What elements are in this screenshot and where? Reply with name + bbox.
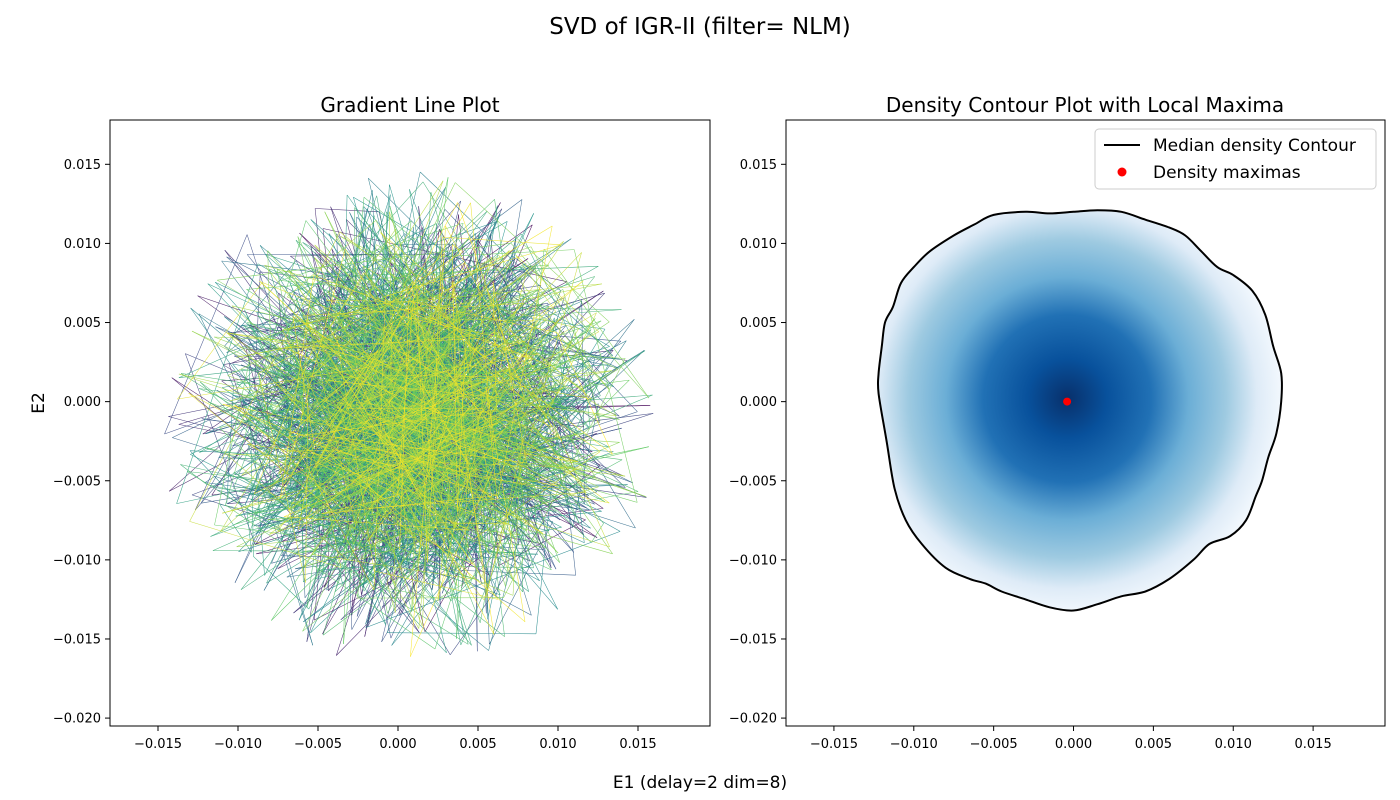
left-xtick-label: −0.010 (214, 737, 262, 752)
left-ytick-label: 0.005 (64, 316, 101, 331)
right-xtick-label: 0.015 (1295, 737, 1332, 752)
legend-label-maxima: Density maximas (1153, 163, 1301, 183)
right-ytick-label: −0.010 (729, 553, 777, 568)
left-ytick-label: −0.020 (53, 712, 101, 727)
left-xtick-label: 0.015 (619, 737, 656, 752)
right-xtick-label: −0.010 (890, 737, 938, 752)
legend: Median density Contour Density maximas (1094, 128, 1377, 190)
left-ytick-label: 0.010 (64, 237, 101, 252)
gradient-line-plot: Gradient Line Plot −0.015 −0.010 −0.005 0.0… (53, 93, 711, 752)
right-axes-title: Density Contour Plot with Local Maxima (886, 93, 1284, 117)
density-maximum-point (1063, 397, 1072, 406)
right-ytick-label: 0.015 (740, 158, 777, 173)
left-ytick-label: −0.005 (53, 474, 101, 489)
right-ytick-label: 0.005 (740, 316, 777, 331)
density-filled-contours (877, 210, 1282, 611)
right-xtick-label: 0.005 (1135, 737, 1172, 752)
left-xtick-label: 0.000 (379, 737, 416, 752)
right-xtick-label: 0.010 (1215, 737, 1252, 752)
density-contour-plot: Density Contour Plot with Local Maxima −… (729, 93, 1386, 752)
right-xtick-label: 0.000 (1055, 737, 1092, 752)
right-y-ticks: −0.020 −0.015 −0.010 −0.005 0.000 0.005 0.010 0… (729, 158, 786, 727)
gradient-line-trajectory (164, 171, 654, 657)
left-ytick-label: 0.000 (64, 395, 101, 410)
right-axes-frame (785, 119, 1386, 727)
right-ytick-label: −0.020 (729, 712, 777, 727)
legend-frame (1094, 128, 1377, 190)
left-ytick-label: −0.010 (53, 553, 101, 568)
density-maxima-points (1063, 397, 1072, 406)
left-y-ticks: −0.020 −0.015 −0.010 −0.005 0.000 0.005 0.010 0… (53, 158, 110, 727)
median-density-contour (876, 209, 1283, 612)
left-xtick-label: −0.015 (134, 737, 182, 752)
right-ytick-label: −0.015 (729, 632, 777, 647)
right-xtick-label: −0.005 (970, 737, 1018, 752)
left-xtick-label: 0.005 (459, 737, 496, 752)
left-xtick-label: −0.005 (294, 737, 342, 752)
legend-label-contour: Median density Contour (1153, 136, 1356, 156)
right-ytick-label: 0.010 (740, 237, 777, 252)
right-xtick-label: −0.015 (810, 737, 858, 752)
left-axes-frame (109, 119, 711, 727)
figure-ylabel: E2 (29, 392, 49, 414)
legend-marker-swatch (1117, 167, 1127, 177)
left-xtick-label: 0.010 (539, 737, 576, 752)
figure-xlabel: E1 (delay=2 dim=8) (613, 773, 787, 793)
left-ytick-label: 0.015 (64, 158, 101, 173)
right-ytick-label: −0.005 (729, 474, 777, 489)
figure-suptitle: SVD of IGR-II (filter= NLM) (549, 14, 851, 40)
left-x-ticks: −0.015 −0.010 −0.005 0.000 0.005 0.010 0.015 (134, 726, 657, 752)
right-x-ticks: −0.015 −0.010 −0.005 0.000 0.005 0.010 0.015 (810, 726, 1332, 752)
right-ytick-label: 0.000 (740, 395, 777, 410)
left-ytick-label: −0.015 (53, 632, 101, 647)
left-axes-title: Gradient Line Plot (320, 93, 499, 117)
